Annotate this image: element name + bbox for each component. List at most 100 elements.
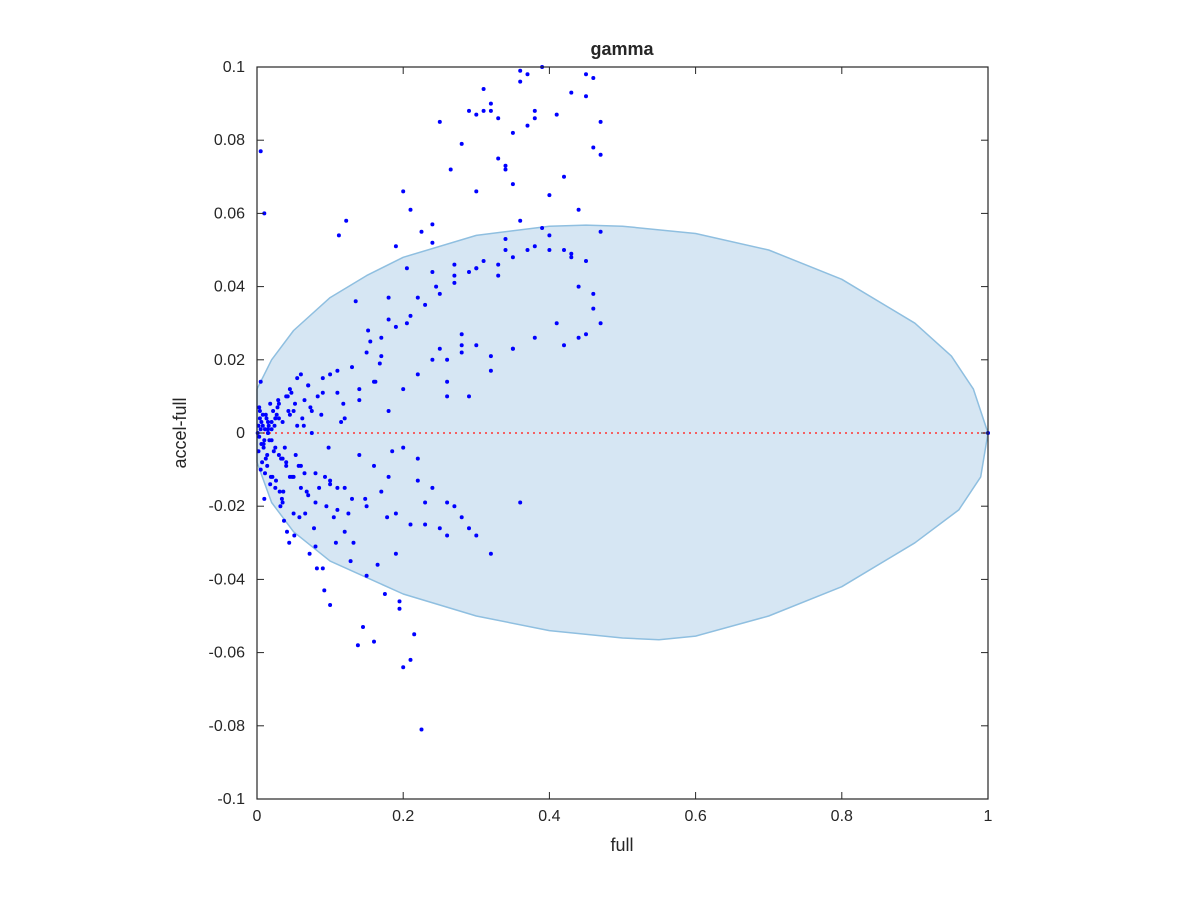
data-point: [276, 416, 281, 421]
data-point: [474, 343, 479, 348]
data-point: [276, 398, 281, 403]
data-point: [397, 599, 402, 604]
data-point: [430, 270, 435, 274]
data-point: [328, 482, 333, 487]
data-point: [277, 489, 282, 494]
data-point: [591, 291, 596, 296]
data-point: [404, 266, 409, 271]
data-point: [503, 167, 508, 172]
data-point: [452, 262, 457, 267]
data-point: [598, 152, 603, 157]
data-point: [386, 474, 391, 479]
data-point: [412, 632, 417, 637]
data-point: [576, 284, 581, 289]
data-point: [532, 116, 537, 121]
data-point: [317, 485, 322, 490]
data-point: [258, 149, 263, 154]
data-point: [584, 332, 588, 337]
data-point: [295, 423, 300, 428]
data-point: [263, 427, 267, 432]
data-point: [303, 511, 308, 516]
data-point: [569, 251, 574, 256]
data-point: [262, 438, 267, 443]
data-point: [547, 248, 552, 252]
data-point: [276, 401, 281, 406]
data-point: [363, 496, 368, 501]
data-point: [423, 500, 428, 505]
data-point: [287, 387, 292, 392]
data-point: [481, 108, 486, 113]
data-point: [322, 588, 327, 593]
data-point: [319, 412, 324, 417]
data-point: [336, 233, 341, 238]
data-point: [335, 485, 340, 490]
data-point: [257, 434, 262, 439]
data-point: [518, 79, 523, 84]
points-layer: [255, 65, 990, 732]
data-point: [262, 211, 267, 216]
data-point: [351, 540, 356, 545]
data-point: [510, 182, 515, 187]
data-point: [258, 427, 263, 432]
data-point: [260, 460, 265, 465]
data-point: [430, 240, 435, 245]
data-point: [312, 526, 316, 531]
data-point: [377, 361, 382, 366]
data-point: [540, 226, 545, 230]
data-point: [270, 474, 275, 479]
data-point: [271, 409, 276, 413]
data-point: [342, 529, 347, 534]
data-point: [293, 453, 298, 457]
data-point: [264, 416, 269, 421]
y-tick-label: -0.08: [209, 718, 246, 735]
data-point: [598, 321, 603, 326]
data-point: [510, 346, 515, 351]
data-point: [320, 390, 325, 395]
data-point: [285, 529, 289, 534]
data-point: [313, 500, 318, 505]
data-point: [269, 420, 274, 424]
data-point: [488, 368, 493, 373]
data-point: [280, 420, 285, 424]
data-point: [260, 423, 265, 428]
data-point: [281, 489, 286, 494]
data-point: [287, 540, 292, 545]
data-point: [569, 255, 574, 260]
data-point: [320, 566, 325, 571]
data-point: [273, 445, 278, 450]
data-point: [306, 383, 311, 388]
data-point: [335, 507, 340, 512]
data-point: [434, 284, 439, 289]
data-point: [467, 526, 471, 531]
data-point: [576, 207, 581, 212]
data-point: [353, 299, 358, 304]
data-point: [397, 606, 402, 611]
data-point: [547, 193, 552, 198]
data-point: [257, 416, 262, 421]
data-point: [459, 343, 464, 348]
data-point: [419, 229, 424, 234]
data-point: [379, 354, 384, 359]
data-point: [430, 357, 435, 362]
data-point: [554, 321, 559, 326]
data-point: [467, 270, 471, 274]
data-point: [598, 119, 603, 124]
data-point: [445, 357, 450, 362]
data-point: [496, 156, 501, 161]
data-point: [263, 471, 267, 476]
data-point: [276, 453, 281, 457]
data-point: [488, 354, 493, 359]
data-point: [368, 339, 373, 344]
data-point: [598, 229, 603, 234]
y-tick-label: 0.06: [214, 205, 245, 222]
x-tick-label: 0.2: [392, 808, 414, 825]
data-point: [379, 335, 384, 340]
data-point: [304, 489, 309, 494]
data-point: [452, 280, 457, 285]
data-point: [361, 625, 365, 629]
data-point: [393, 551, 398, 556]
data-point: [261, 445, 266, 450]
data-point: [263, 456, 268, 461]
data-point: [273, 485, 278, 490]
